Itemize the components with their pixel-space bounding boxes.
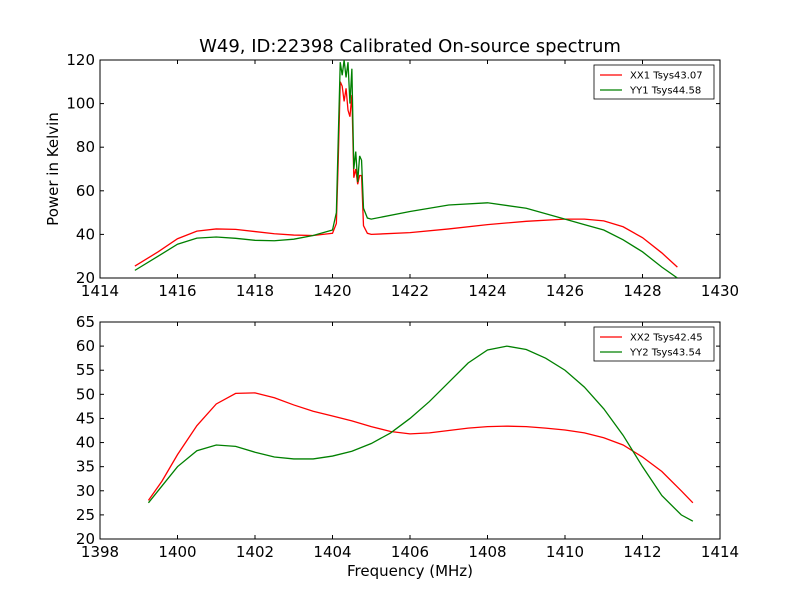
y-tick-label: 25 xyxy=(76,506,95,524)
series-line-1 xyxy=(147,392,694,504)
x-tick-label: 1414 xyxy=(701,543,739,561)
x-tick-label: 1406 xyxy=(391,543,429,561)
x-tick-label: 1412 xyxy=(623,543,661,561)
x-tick-label: 1422 xyxy=(391,282,429,300)
y-tick-label: 60 xyxy=(76,337,95,355)
x-tick-label: 1398 xyxy=(81,543,119,561)
y-tick-label: 100 xyxy=(66,95,95,113)
y-tick-label: 80 xyxy=(76,138,95,156)
x-tick-label: 1424 xyxy=(468,282,506,300)
y-tick-label: 50 xyxy=(76,385,95,403)
legend-label: YY1 Tsys44.58 xyxy=(629,86,701,97)
legend-box xyxy=(593,64,715,100)
y-tick-label: 45 xyxy=(76,409,95,427)
legend-label: YY2 Tsys43.54 xyxy=(629,348,701,359)
legend-box xyxy=(593,326,715,362)
y-tick-label: 40 xyxy=(76,225,95,243)
legend: XX2 Tsys42.45 YY2 Tsys43.54 xyxy=(593,326,715,362)
x-tick-label: 1400 xyxy=(158,543,196,561)
x-axis-label: Frequency (MHz) xyxy=(347,562,473,580)
x-tick-label: 1418 xyxy=(236,282,274,300)
y-tick-label: 35 xyxy=(76,458,95,476)
y-tick-label: 20 xyxy=(76,530,95,548)
x-tick-label: 1428 xyxy=(623,282,661,300)
y-tick-label: 120 xyxy=(66,51,95,69)
y-tick-label: 60 xyxy=(76,182,95,200)
chart-title: W49, ID:22398 Calibrated On-source spect… xyxy=(199,36,621,57)
y-tick-label: 65 xyxy=(76,313,95,331)
chart-1: 1414 1416 1418 1420 1422 1424 1426 1428 1430 20 40… xyxy=(44,36,739,300)
y-tick-label: 40 xyxy=(76,434,95,452)
y-axis-label: Power in Kelvin xyxy=(44,112,62,226)
legend: XX1 Tsys43.07 YY1 Tsys44.58 xyxy=(593,64,715,100)
x-tick-label: 1410 xyxy=(546,543,584,561)
series-line-2 xyxy=(147,345,694,522)
y-tick-label: 55 xyxy=(76,361,95,379)
y-tick-label: 20 xyxy=(76,269,95,287)
x-tick-label: 1402 xyxy=(236,543,274,561)
x-tick-label: 1404 xyxy=(313,543,351,561)
x-tick-label: 1408 xyxy=(468,543,506,561)
series-line-2 xyxy=(134,60,678,278)
y-tick-label: 30 xyxy=(76,482,95,500)
chart-2: 1398 1400 1402 1404 1406 1408 1410 1412 1414 20 25… xyxy=(76,313,739,580)
charts-root: 1414 1416 1418 1420 1422 1424 1426 1428 1430 20 40… xyxy=(44,36,739,580)
x-tick-label: 1416 xyxy=(158,282,196,300)
x-tick-label: 1414 xyxy=(81,282,119,300)
x-tick-label: 1420 xyxy=(313,282,351,300)
x-tick-label: 1430 xyxy=(701,282,739,300)
x-tick-label: 1426 xyxy=(546,282,584,300)
legend-label: XX2 Tsys42.45 xyxy=(630,333,703,344)
legend-label: XX1 Tsys43.07 xyxy=(630,71,703,82)
